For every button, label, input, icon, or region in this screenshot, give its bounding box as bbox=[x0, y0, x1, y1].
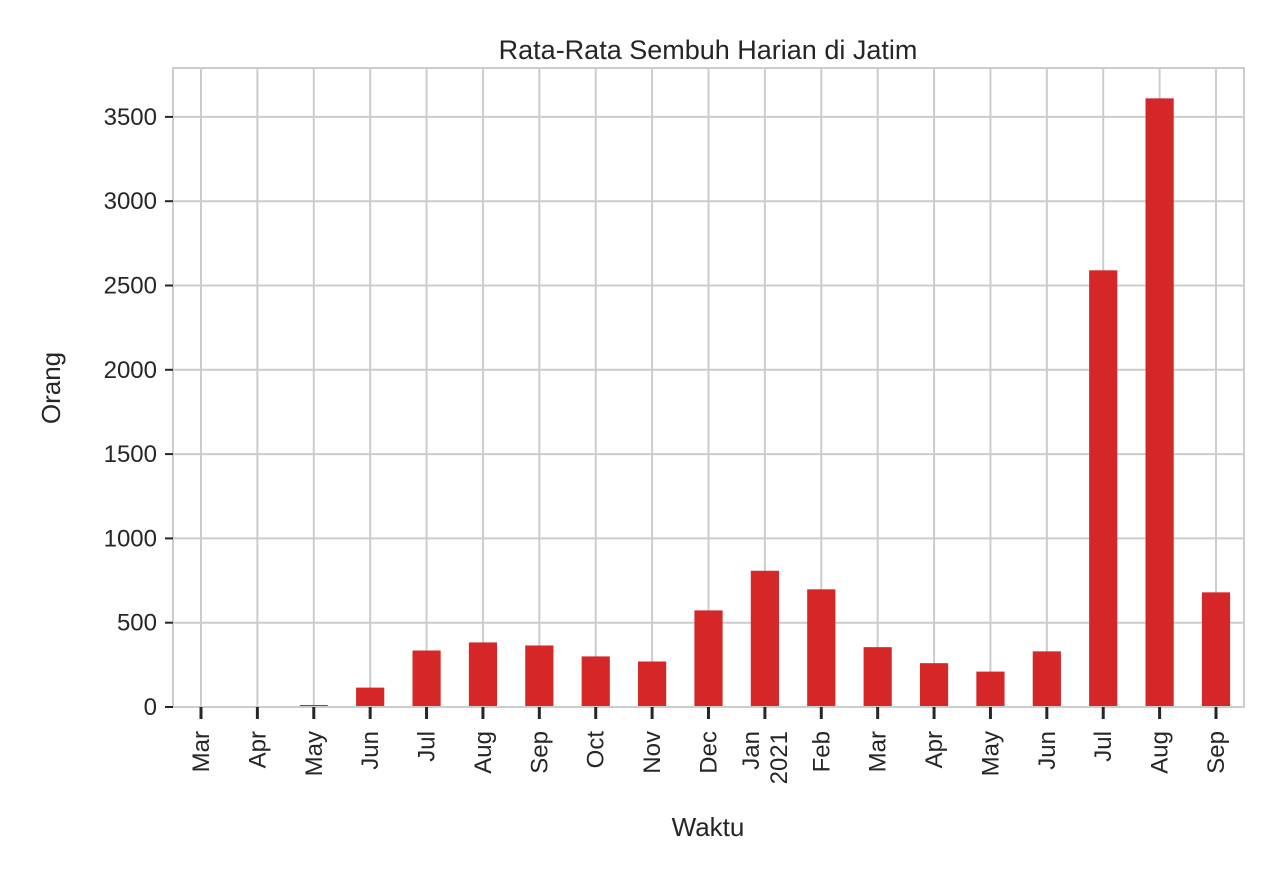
x-tick-label: Jun bbox=[357, 731, 384, 770]
x-tick-label-line: Apr bbox=[244, 731, 271, 768]
x-tick-label: Apr bbox=[244, 731, 271, 768]
x-tick-label: Jun bbox=[1034, 731, 1061, 770]
y-tick-label: 1000 bbox=[104, 525, 157, 552]
y-tick-label: 2000 bbox=[104, 357, 157, 384]
x-tick-label: Aug bbox=[1147, 731, 1174, 774]
x-tick-label: Sep bbox=[1203, 731, 1230, 774]
bar bbox=[356, 687, 385, 707]
bar bbox=[525, 645, 554, 707]
bar bbox=[468, 642, 498, 707]
x-tick-label: Aug bbox=[470, 731, 497, 774]
y-tick-label: 3000 bbox=[104, 188, 157, 215]
x-tick-label: Apr bbox=[921, 731, 948, 768]
x-tick-label-line: Aug bbox=[1147, 731, 1174, 774]
chart-title: Rata-Rata Sembuh Harian di Jatim bbox=[499, 35, 918, 65]
bar bbox=[581, 656, 610, 707]
x-tick-label-line: Nov bbox=[639, 731, 666, 774]
x-tick-label-line: May bbox=[977, 731, 1004, 776]
x-tick-label: Jan 2021 bbox=[738, 731, 793, 784]
x-tick-label-line: Feb bbox=[808, 731, 835, 772]
bar bbox=[1089, 270, 1118, 707]
x-tick-label: Feb bbox=[808, 731, 835, 772]
x-axis-label: Waktu bbox=[672, 812, 745, 842]
x-tick-label: May bbox=[301, 731, 328, 776]
x-tick-label: Jul bbox=[414, 731, 441, 762]
bar bbox=[694, 610, 723, 707]
x-tick-label: Mar bbox=[865, 731, 892, 772]
x-ticks: Mar Apr May Jun Jul Aug Sep Oct Nov Dec Jan 2021 Feb… bbox=[188, 707, 1230, 784]
x-tick-label-line: Aug bbox=[470, 731, 497, 774]
bars bbox=[186, 98, 1231, 708]
bar bbox=[919, 663, 949, 707]
bar bbox=[638, 661, 667, 707]
x-tick-label-line: Jan bbox=[738, 731, 765, 770]
x-tick-label-line: May bbox=[301, 731, 328, 776]
bar bbox=[1032, 651, 1061, 707]
bar bbox=[750, 570, 779, 707]
x-tick-label-line: 2021 bbox=[766, 731, 793, 784]
x-tick-label: Nov bbox=[639, 731, 666, 774]
bar bbox=[1201, 592, 1231, 707]
x-tick-label-line: Sep bbox=[1203, 731, 1230, 774]
x-tick-label: Oct bbox=[583, 731, 610, 769]
x-tick-label-line: Oct bbox=[583, 731, 610, 769]
x-tick-label-line: Jun bbox=[357, 731, 384, 770]
bar bbox=[412, 650, 441, 707]
y-tick-label: 1500 bbox=[104, 441, 157, 468]
x-tick-label-line: Jul bbox=[414, 731, 441, 762]
x-tick-label: May bbox=[977, 731, 1004, 776]
x-tick-label-line: Mar bbox=[188, 731, 215, 772]
x-tick-label-line: Apr bbox=[921, 731, 948, 768]
y-axis-label: Orang bbox=[36, 352, 66, 424]
bar bbox=[807, 589, 836, 707]
x-tick-label-line: Sep bbox=[526, 731, 553, 774]
y-tick-label: 500 bbox=[117, 610, 157, 637]
bar bbox=[976, 671, 1005, 707]
y-tick-label: 0 bbox=[144, 694, 157, 721]
x-tick-label-line: Mar bbox=[865, 731, 892, 772]
y-tick-label: 2500 bbox=[104, 272, 157, 299]
bar bbox=[299, 704, 328, 707]
x-tick-label-line: Jun bbox=[1034, 731, 1061, 770]
y-ticks: 0 500 1000 1500 2000 2500 3000 3500 bbox=[104, 104, 173, 721]
x-tick-label: Dec bbox=[696, 731, 723, 774]
x-tick-label-line: Jul bbox=[1090, 731, 1117, 762]
x-tick-label: Sep bbox=[526, 731, 553, 774]
x-tick-label: Mar bbox=[188, 731, 215, 772]
bar bbox=[863, 647, 892, 707]
bar bbox=[1145, 98, 1174, 708]
x-tick-label-line: Dec bbox=[696, 731, 723, 774]
x-tick-label: Jul bbox=[1090, 731, 1117, 762]
y-tick-label: 3500 bbox=[104, 104, 157, 131]
